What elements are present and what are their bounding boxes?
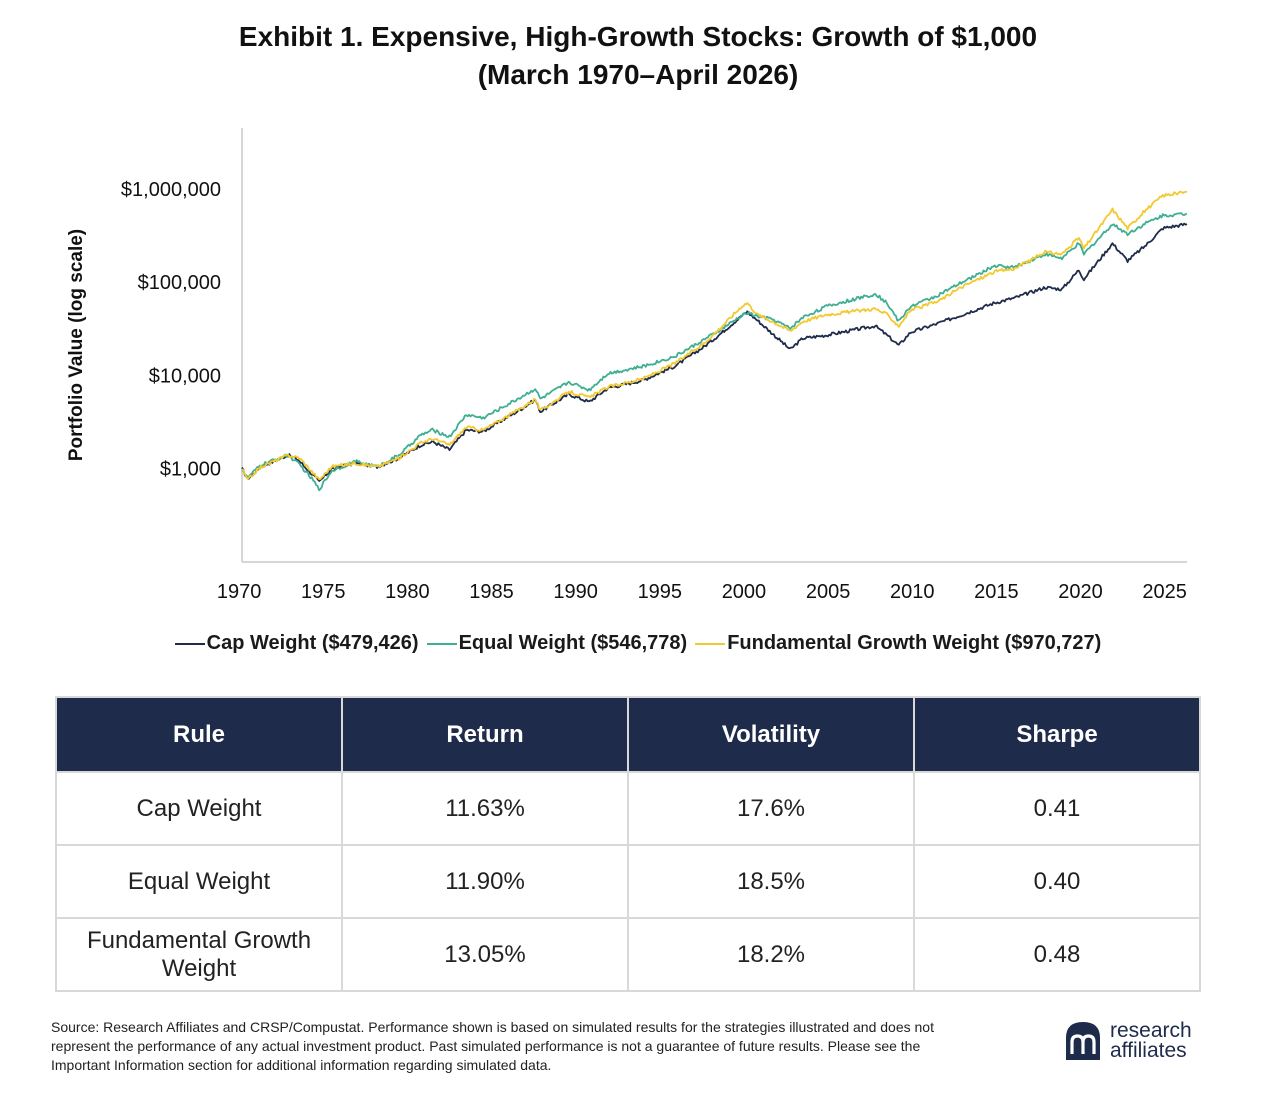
header-volatility: Volatility bbox=[627, 696, 915, 773]
series-line-cap-weight bbox=[241, 222, 1188, 482]
legend-item-fundamental-growth: Fundamental Growth Weight ($970,727) bbox=[695, 632, 1101, 655]
logo-line-2: affiliates bbox=[1110, 1039, 1187, 1062]
x-tick-label: 2005 bbox=[806, 581, 851, 603]
cell-return: 11.90% bbox=[341, 844, 629, 919]
cell-sharpe: 0.41 bbox=[913, 771, 1201, 846]
legend-swatch-fundamental-growth bbox=[695, 642, 726, 645]
x-tick-label: 2020 bbox=[1058, 581, 1103, 603]
title-line-1: Exhibit 1. Expensive, High-Growth Stocks… bbox=[238, 21, 1038, 52]
line-chart: Portfolio Value (log scale) $1,000 $10,00… bbox=[66, 128, 1188, 603]
legend: Cap Weight ($479,426) Equal Weight ($546… bbox=[0, 632, 1276, 655]
source-note: Source: Research Affiliates and CRSP/Com… bbox=[51, 1019, 934, 1073]
legend-item-cap-weight: Cap Weight ($479,426) bbox=[174, 632, 419, 655]
legend-label-equal-weight: Equal Weight ($546,778) bbox=[458, 632, 688, 654]
legend-label-fundamental-growth: Fundamental Growth Weight ($970,727) bbox=[727, 632, 1102, 654]
header-rule: Rule bbox=[55, 696, 343, 773]
table-row: Equal Weight 11.90% 18.5% 0.40 bbox=[55, 844, 1201, 919]
table-row: Cap Weight 11.63% 17.6% 0.41 bbox=[55, 771, 1201, 846]
cell-sharpe: 0.40 bbox=[913, 844, 1201, 919]
x-tick-label: 1980 bbox=[385, 581, 430, 603]
cell-rule: Fundamental Growth Weight bbox=[55, 917, 343, 992]
ra-logo-icon bbox=[1066, 1022, 1100, 1060]
x-tick-label: 1985 bbox=[469, 581, 514, 603]
series-lines bbox=[241, 190, 1188, 492]
series-line-equal-weight bbox=[241, 212, 1188, 492]
x-tick-label: 1995 bbox=[638, 581, 683, 603]
y-tick-label: $1,000,000 bbox=[121, 179, 221, 201]
x-tick-label: 2025 bbox=[1142, 581, 1187, 603]
x-tick-label: 1975 bbox=[301, 581, 346, 603]
y-axis-label: Portfolio Value (log scale) bbox=[66, 229, 87, 461]
x-tick-label: 2010 bbox=[890, 581, 935, 603]
stats-table: Rule Return Volatility Sharpe Cap Weight… bbox=[55, 696, 1201, 992]
cell-rule: Equal Weight bbox=[55, 844, 343, 919]
cell-rule: Cap Weight bbox=[55, 771, 343, 846]
y-tick-label: $10,000 bbox=[149, 365, 221, 387]
table-row: Fundamental Growth Weight 13.05% 18.2% 0… bbox=[55, 917, 1201, 992]
y-tick-label: $100,000 bbox=[138, 272, 221, 294]
logo-line-1: research bbox=[1110, 1019, 1192, 1042]
header-sharpe: Sharpe bbox=[913, 696, 1201, 773]
x-tick-label: 2000 bbox=[722, 581, 767, 603]
x-tick-labels: 1970 1975 1980 1985 1990 1995 2000 2005 2010 2015… bbox=[217, 581, 1187, 603]
cell-sharpe: 0.48 bbox=[913, 917, 1201, 992]
cell-volatility: 18.2% bbox=[627, 917, 915, 992]
chart-title: Exhibit 1. Expensive, High-Growth Stocks… bbox=[0, 18, 1276, 94]
legend-swatch-equal-weight bbox=[426, 642, 457, 645]
cell-return: 11.63% bbox=[341, 771, 629, 846]
cell-volatility: 17.6% bbox=[627, 771, 915, 846]
legend-swatch-cap-weight bbox=[174, 642, 205, 645]
table-header-row: Rule Return Volatility Sharpe bbox=[55, 696, 1201, 773]
legend-label-cap-weight: Cap Weight ($479,426) bbox=[206, 632, 419, 654]
y-tick-label: $1,000 bbox=[160, 459, 221, 481]
x-tick-label: 1970 bbox=[217, 581, 262, 603]
research-affiliates-logo: research affiliates bbox=[1062, 1020, 1192, 1062]
legend-item-equal-weight: Equal Weight ($546,778) bbox=[426, 632, 688, 655]
series-line-fundamental-growth-weight bbox=[241, 190, 1187, 481]
cell-return: 13.05% bbox=[341, 917, 629, 992]
x-tick-label: 2015 bbox=[974, 581, 1019, 603]
cell-volatility: 18.5% bbox=[627, 844, 915, 919]
x-tick-label: 1990 bbox=[553, 581, 598, 603]
title-line-2: (March 1970–April 2026) bbox=[477, 59, 799, 90]
logo-text: research affiliates bbox=[1110, 1019, 1192, 1062]
header-return: Return bbox=[341, 696, 629, 773]
y-tick-labels: $1,000 $10,000 $100,000 $1,000,000 bbox=[121, 179, 221, 481]
